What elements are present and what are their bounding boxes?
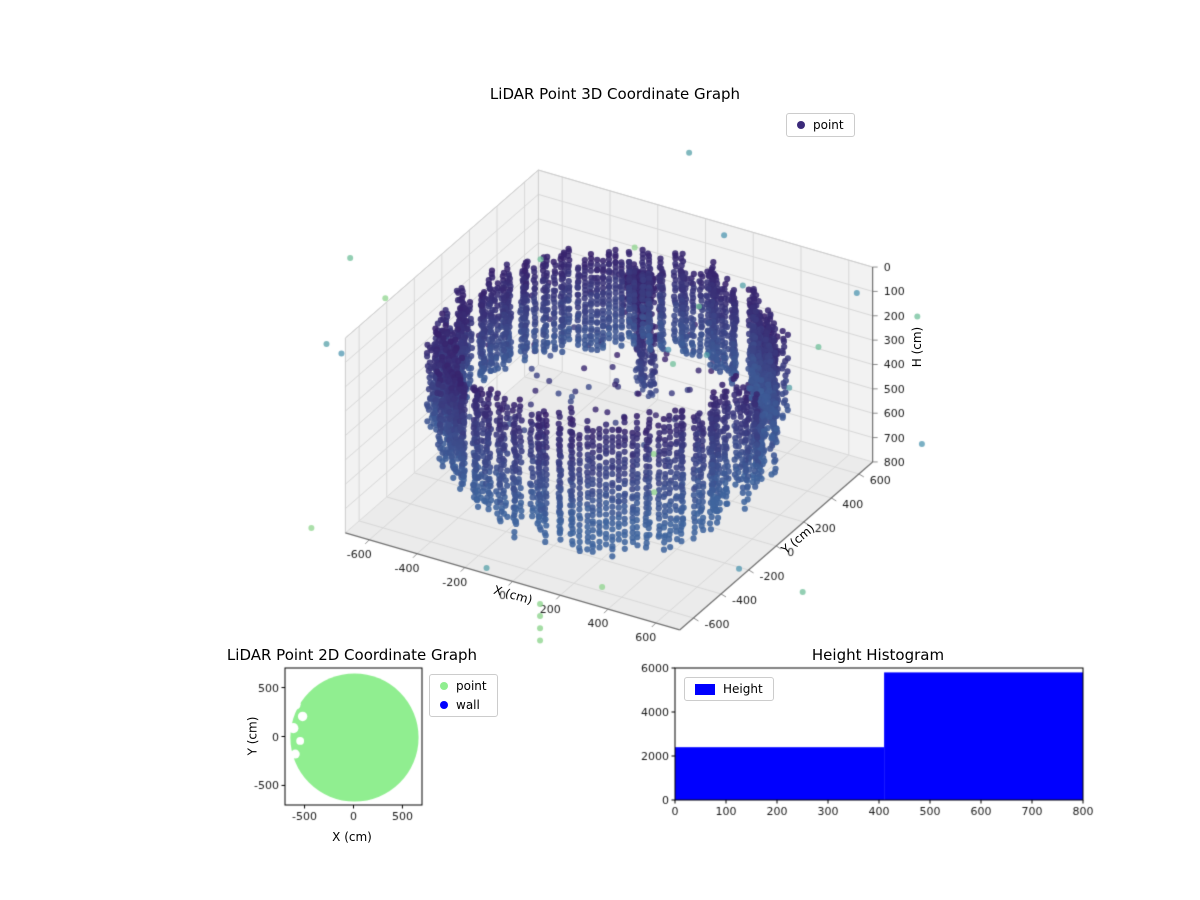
legend-row-point: point	[440, 679, 487, 693]
chart-3d-h-axis-label: H (cm)	[910, 326, 924, 368]
legend-label: Height	[723, 682, 763, 696]
legend-label: wall	[456, 698, 480, 712]
legend-row-wall: wall	[440, 698, 487, 712]
legend-label: point	[813, 118, 844, 132]
histogram-title: Height Histogram	[811, 646, 945, 664]
legend-label: point	[456, 679, 487, 693]
chart-2d-x-axis-label: X (cm)	[332, 830, 372, 844]
legend-row-height: Height	[695, 682, 763, 696]
chart-2d-legend: point wall	[429, 674, 498, 717]
wall-marker-icon	[440, 701, 448, 709]
height-patch-icon	[695, 683, 715, 695]
chart-3d-canvas	[250, 80, 950, 650]
chart-2d-y-axis-label: Y (cm)	[245, 716, 260, 756]
chart-3d-legend: point	[786, 113, 855, 137]
legend-row-point: point	[797, 118, 844, 132]
histogram-legend: Height	[684, 677, 774, 701]
point-marker-icon	[797, 121, 805, 129]
chart-3d-title: LiDAR Point 3D Coordinate Graph	[489, 85, 741, 103]
point-marker-icon	[440, 682, 448, 690]
chart-2d-title: LiDAR Point 2D Coordinate Graph	[226, 646, 478, 664]
